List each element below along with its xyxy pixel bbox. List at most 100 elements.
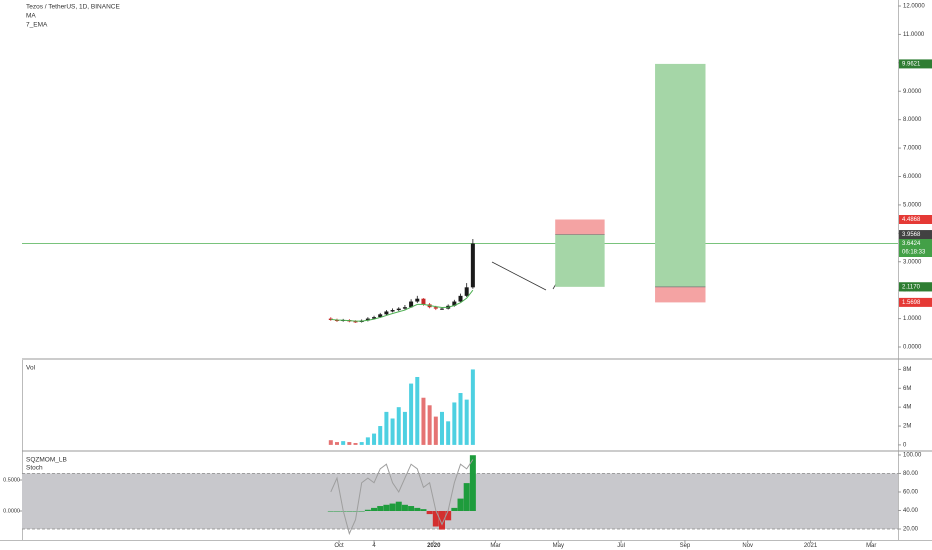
momentum-bar <box>401 504 408 511</box>
x-tick-label: 4 <box>372 543 376 549</box>
volume-bar <box>452 402 457 445</box>
y-tick-label: 80.00 <box>903 471 919 477</box>
y-tick-label: 12.0000 <box>903 4 925 10</box>
price-tag <box>899 215 932 225</box>
price-tag-label: 2.1170 <box>902 284 921 290</box>
y-tick-label: 1.0000 <box>903 316 922 322</box>
candle-body <box>365 318 370 321</box>
momentum-bar <box>457 498 464 511</box>
momentum-bar <box>451 507 458 511</box>
momentum-bar <box>333 510 340 512</box>
x-tick-label: 2021 <box>804 543 818 549</box>
y-tick-label: 6M <box>903 386 911 392</box>
momentum-bar <box>371 507 378 511</box>
pane-title: Vol <box>26 365 36 372</box>
volume-bar <box>390 418 395 445</box>
momentum-bar <box>432 510 439 527</box>
price-tag <box>899 230 932 240</box>
momentum-bar <box>358 510 365 512</box>
candle-body <box>353 321 358 323</box>
candle-body <box>378 314 383 318</box>
candle-body <box>464 287 469 296</box>
x-tick-label: 2020 <box>427 543 441 549</box>
stoch-line <box>330 459 474 536</box>
indicator-label: 7_EMA <box>26 22 48 29</box>
volume-bar <box>353 443 358 445</box>
price-tag <box>899 297 932 307</box>
volume-bar <box>378 426 383 445</box>
y-tick-label: 100.00 <box>903 453 922 459</box>
momentum-bar <box>395 501 402 511</box>
stop-zone <box>555 219 605 235</box>
x-tick-label: May <box>553 543 564 549</box>
target-zone <box>555 234 605 287</box>
price-tag-label: 1.5698 <box>902 300 921 306</box>
candle-body <box>452 301 457 306</box>
candle-body <box>402 307 407 309</box>
volume-bar <box>341 441 346 445</box>
momentum-bar <box>364 509 371 511</box>
momentum-bar <box>445 510 452 521</box>
y-tick-label: 9.0000 <box>903 89 922 95</box>
candle-body <box>409 301 414 308</box>
target-zone <box>655 63 706 287</box>
y2-tick-label: 0.0000 <box>3 508 20 514</box>
x-tick-label: Oct <box>334 543 344 549</box>
x-tick-label: Mar <box>490 543 500 549</box>
volume-bar <box>439 411 444 445</box>
volume-bar <box>328 440 333 445</box>
volume-bar <box>415 376 420 445</box>
price-tag <box>899 59 932 69</box>
y2-tick-label: 0.5000 <box>3 477 20 483</box>
volume-bar <box>365 437 370 445</box>
volume-bar <box>409 383 414 445</box>
price-tag <box>899 282 932 292</box>
y-tick-label: 40.00 <box>903 508 919 514</box>
pane-title: SQZMOM_LB <box>26 457 67 464</box>
momentum-bar <box>327 510 334 512</box>
legend-label: Stoch <box>26 465 43 472</box>
volume-bar <box>433 416 438 445</box>
x-tick-label: Sep <box>680 543 691 549</box>
momentum-bar <box>463 483 470 511</box>
volume-bar <box>359 442 364 445</box>
x-tick-label: Mar <box>866 543 876 549</box>
chart-title: Tezos / TetherUS, 1D, BINANCE <box>26 4 120 11</box>
y-tick-label: 2M <box>903 424 911 430</box>
y-tick-label: 8M <box>903 367 911 373</box>
indicator-label: MA <box>26 13 36 20</box>
y-tick-label: 4M <box>903 405 911 411</box>
x-tick-label: Nov <box>742 543 753 549</box>
price-tag <box>899 238 932 257</box>
volume-bar <box>470 369 475 445</box>
volume-bar <box>384 411 389 445</box>
momentum-bar <box>389 503 396 511</box>
y-tick-label: 7.0000 <box>903 146 922 152</box>
price-tag-label: 9.9621 <box>902 61 921 67</box>
y-tick-label: 5.0000 <box>903 202 922 208</box>
y-tick-label: 6.0000 <box>903 174 922 180</box>
candle-body <box>396 308 401 311</box>
momentum-bar <box>414 507 421 511</box>
price-tag-label: 4.4868 <box>902 217 921 223</box>
candle-body <box>439 308 444 310</box>
volume-bar <box>464 399 469 445</box>
y-tick-label: 11.0000 <box>903 32 925 38</box>
price-tag-sublabel: 06:18:33 <box>902 250 926 256</box>
y-tick-label: 0 <box>903 442 907 448</box>
momentum-bar <box>352 510 359 512</box>
momentum-bar <box>383 504 390 511</box>
y-tick-label: 0.0000 <box>903 345 922 351</box>
momentum-bar <box>377 506 384 511</box>
volume-bar <box>347 442 352 445</box>
x-tick-label: Jul <box>617 543 625 549</box>
y-tick-label: 8.0000 <box>903 117 922 123</box>
momentum-bar <box>420 509 427 511</box>
candle-body <box>415 298 420 302</box>
arrow <box>491 261 547 291</box>
stop-zone <box>655 286 706 303</box>
ema-line <box>330 289 474 322</box>
momentum-bar <box>346 510 353 512</box>
